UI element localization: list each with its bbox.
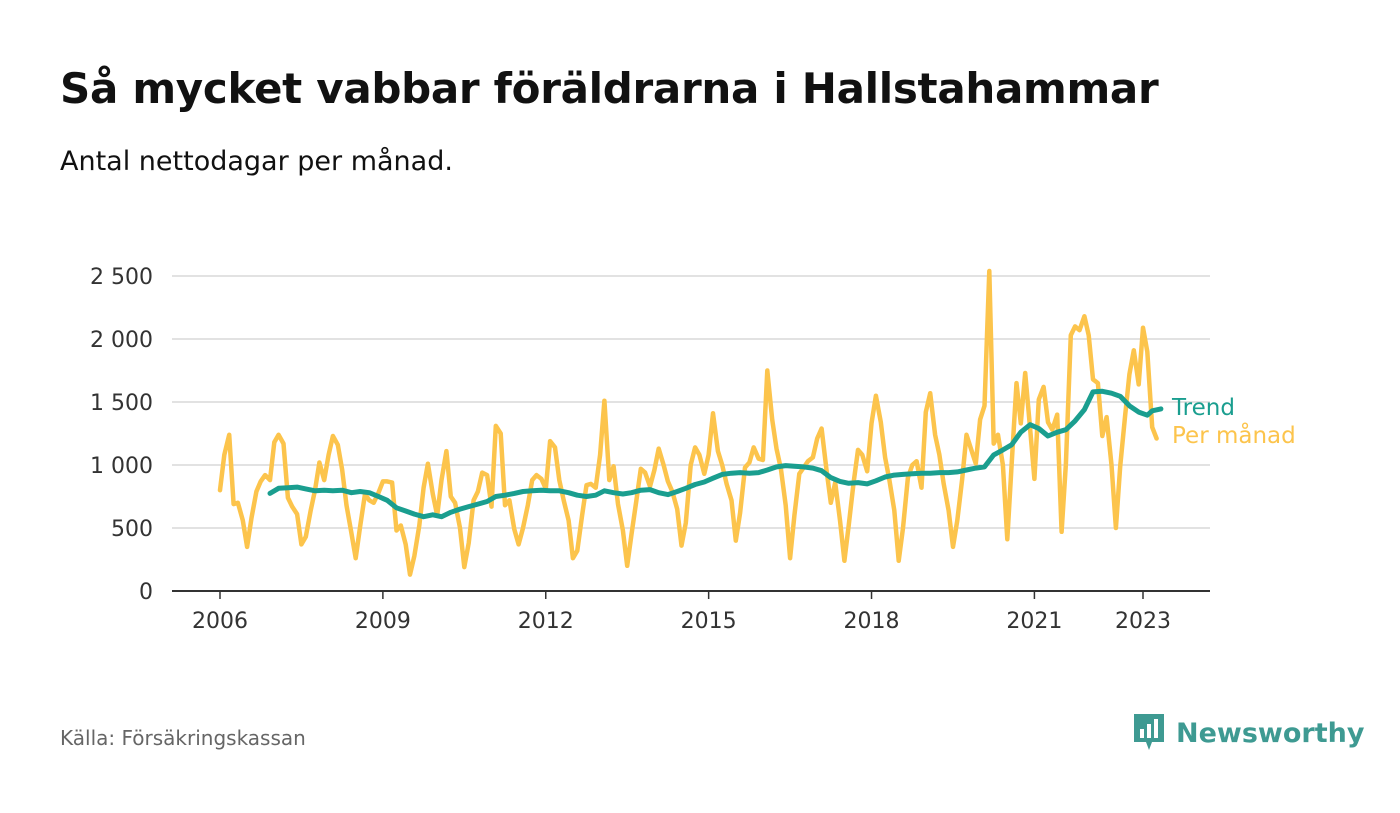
series-line-trend (267, 388, 1164, 520)
x-tick-label: 2012 (518, 609, 574, 634)
bar-chart-icon (1134, 714, 1164, 750)
chart-subtitle: Antal nettodagar per månad. (60, 146, 453, 177)
brand-name: Newsworthy (1176, 717, 1365, 749)
y-tick-label: 1 000 (90, 454, 153, 479)
x-axis (172, 590, 1210, 599)
y-tick-label: 500 (111, 517, 153, 542)
x-tick-label: 2023 (1115, 609, 1171, 634)
brand-logo[interactable]: Newsworthy (1132, 712, 1364, 754)
series-line-per-manad (217, 268, 1159, 577)
chart-title: Så mycket vabbar föräldrarna i Hallstaha… (60, 64, 1159, 113)
x-axis-tick-labels: 2006 2009 2012 2015 2018 2021 2023 (192, 609, 1171, 634)
x-tick-label: 2006 (192, 609, 248, 634)
y-tick-label: 1 500 (90, 391, 153, 416)
x-tick-label: 2015 (681, 609, 737, 634)
line-label-trend: Trend (1171, 395, 1235, 421)
x-tick-label: 2009 (355, 609, 411, 634)
line-label-per-manad: Per månad (1172, 421, 1296, 449)
y-axis-tick-labels: 0 500 1 000 1 500 2 000 2 500 (90, 265, 153, 605)
y-tick-label: 2 500 (90, 265, 153, 290)
source-note: Källa: Försäkringskassan (60, 726, 306, 750)
series-lines (217, 268, 1164, 577)
y-tick-label: 0 (139, 580, 153, 605)
x-tick-label: 2021 (1006, 609, 1062, 634)
x-tick-label: 2018 (844, 609, 900, 634)
y-tick-label: 2 000 (90, 328, 153, 353)
